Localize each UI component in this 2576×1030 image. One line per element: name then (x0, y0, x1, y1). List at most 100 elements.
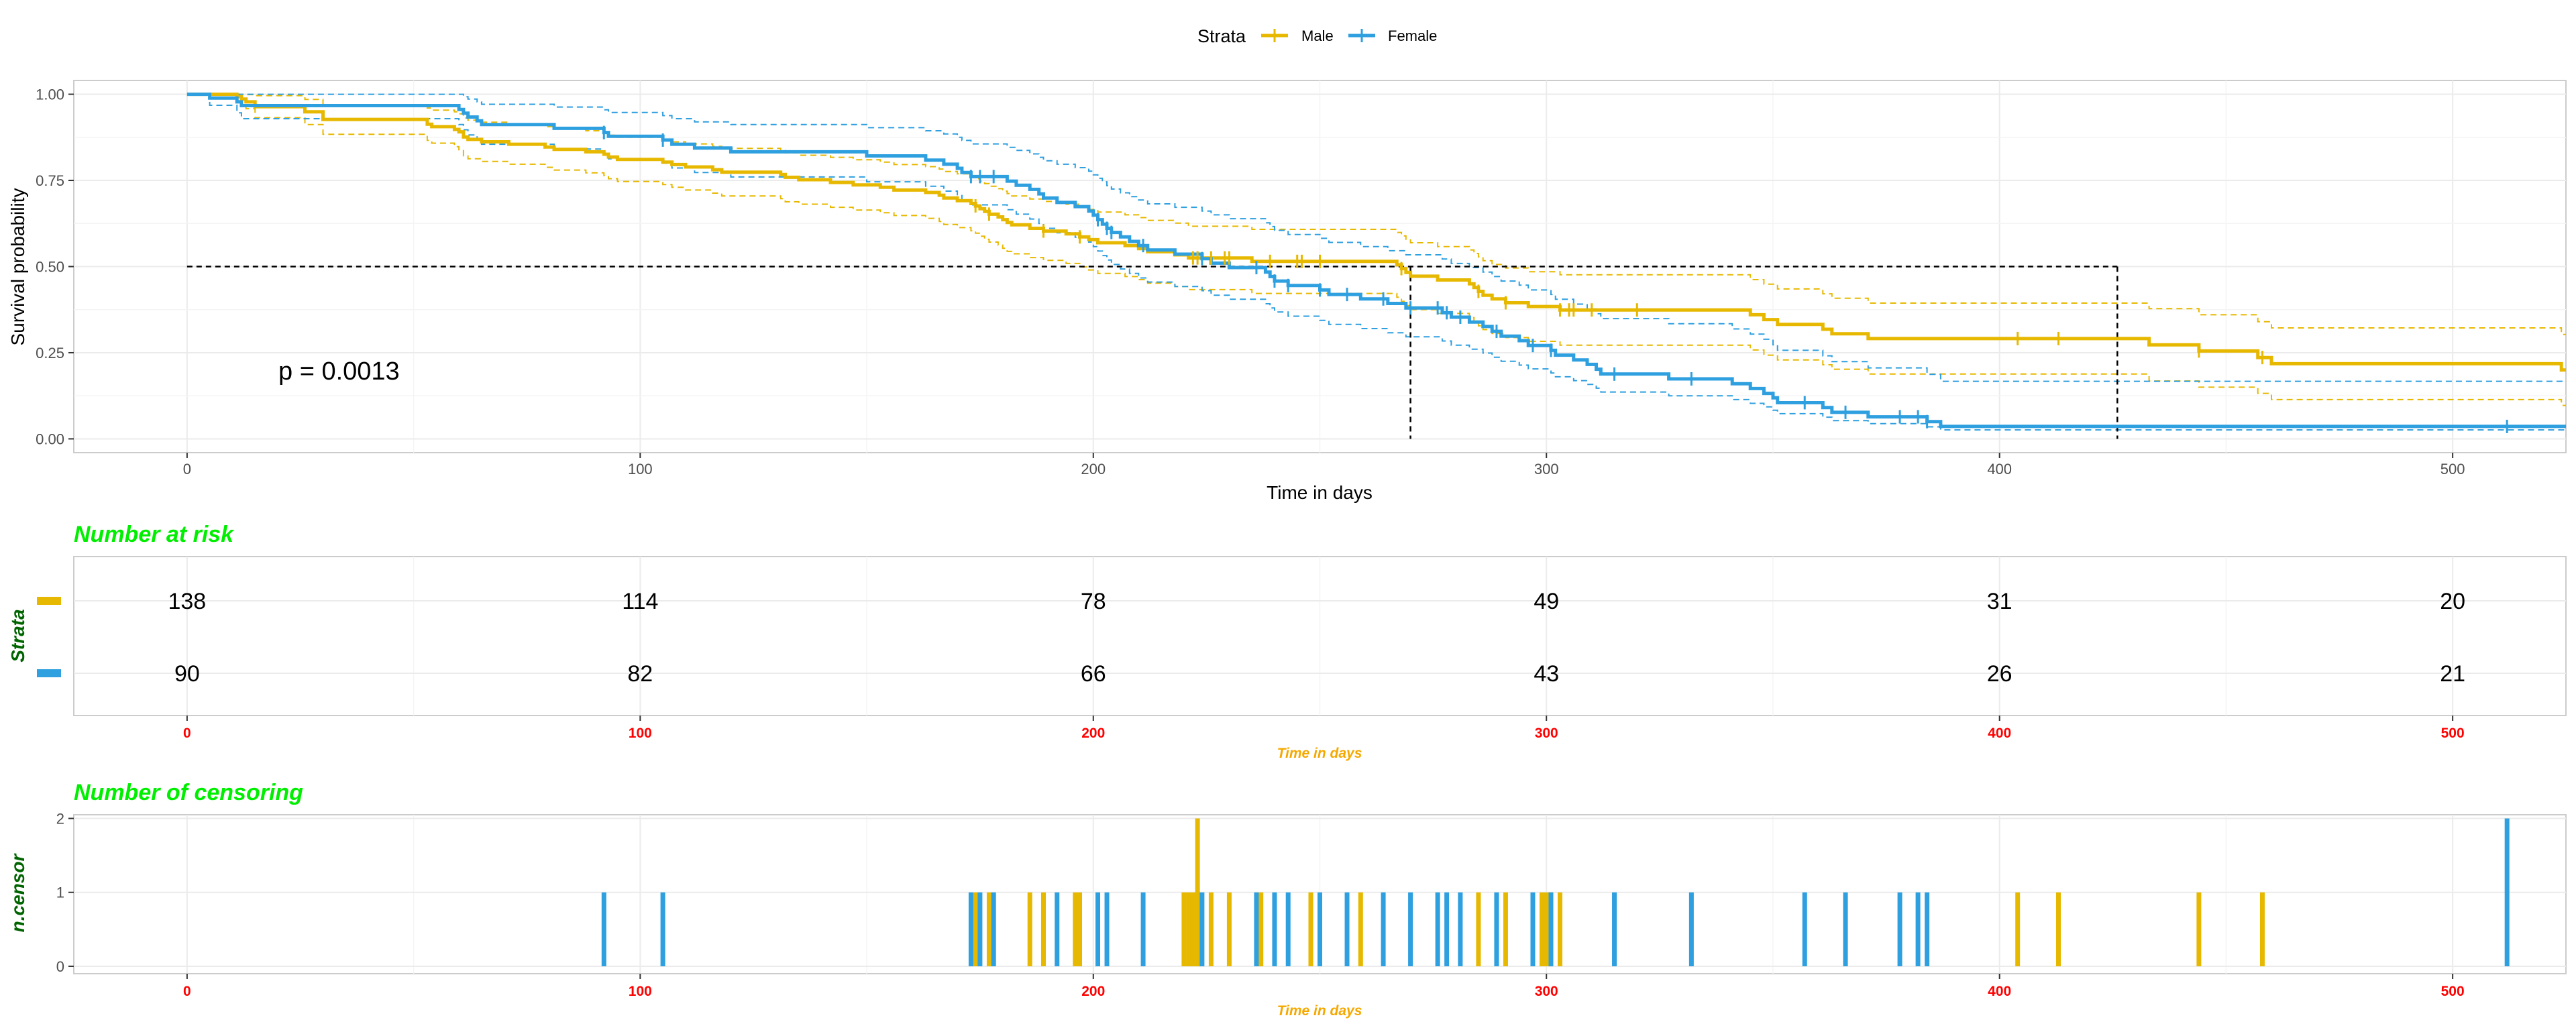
risk-x-tick-label: 200 (1081, 726, 1105, 741)
censoring-bar-female (1548, 892, 1554, 966)
risk-count-male: 31 (1987, 589, 2012, 614)
survival-x-tick-label: 300 (1534, 461, 1559, 477)
legend-item-female: Female (1348, 27, 1437, 44)
censoring-x-tick-label: 400 (1988, 984, 2011, 999)
risk-count-male: 78 (1081, 589, 1106, 614)
risk-strata-swatch-male (37, 597, 61, 605)
survival-x-tick-label: 100 (628, 461, 653, 477)
censoring-bar-female (1494, 892, 1499, 966)
censoring-y-tick-label: 1 (56, 884, 64, 901)
survival-x-axis-title: Time in days (1267, 482, 1373, 503)
risk-count-female: 66 (1081, 661, 1106, 687)
legend-title: Strata (1197, 26, 1246, 46)
censoring-bar-female (1444, 892, 1450, 966)
risk-table-panel: Number at risk 138 114 78 49 31 20 90 82 66 43 26 2… (7, 522, 2567, 761)
ci-lower-female (186, 93, 2566, 431)
survival-x-tick-label: 500 (2440, 461, 2465, 477)
survival-x-tick-label: 400 (1987, 461, 2012, 477)
censoring-bar-male (2196, 892, 2202, 966)
censoring-bar-female (1408, 892, 1413, 966)
risk-table-x-axis-title: Time in days (1277, 746, 1362, 761)
censoring-bar-female (1272, 892, 1277, 966)
survival-y-tick-label: 0.25 (36, 345, 64, 361)
survival-y-tick-label: 0.75 (36, 172, 64, 189)
censoring-x-axis-title: Time in days (1277, 1003, 1362, 1019)
survival-y-tick-label: 0.50 (36, 259, 64, 276)
censoring-bar-male (1503, 892, 1508, 966)
censoring-bar-female (1915, 892, 1921, 966)
censoring-bar-male (1208, 892, 1214, 966)
risk-count-male: 20 (2440, 589, 2465, 614)
risk-count-male: 49 (1534, 589, 1559, 614)
censoring-bar-male (2015, 892, 2021, 966)
censoring-y-tick-label: 2 (56, 811, 64, 827)
ci-lower-male (186, 93, 2566, 406)
censoring-bar-male (2055, 892, 2061, 966)
censoring-y-axis-title: n.censor (7, 853, 28, 933)
censoring-bar-male (2259, 892, 2265, 966)
risk-table-grid (74, 557, 2566, 716)
censoring-bar-female (1802, 892, 1807, 966)
risk-x-tick-label: 100 (629, 726, 652, 741)
censoring-bar-female (977, 892, 983, 966)
censoring-bars (601, 818, 2510, 966)
censoring-panel: Number of censoring 0 1 2 0 100 200 300 400 500… (7, 780, 2567, 1019)
risk-count-female: 26 (1987, 661, 2012, 687)
censoring-bar-male (1476, 892, 1481, 966)
censoring-bar-male (986, 892, 991, 966)
risk-count-male: 138 (168, 589, 206, 614)
censoring-bar-male (1226, 892, 1232, 966)
risk-x-tick-label: 0 (183, 726, 191, 741)
censoring-x-tick-label: 500 (2441, 984, 2465, 999)
censoring-x-ticks: 0 100 200 300 400 500 (183, 974, 2465, 999)
censoring-bar-male (1040, 892, 1046, 966)
censoring-bar-female (1897, 892, 1902, 966)
censoring-bar-female (1344, 892, 1350, 966)
median-survival-lines (186, 266, 2118, 439)
censoring-bar-female (1530, 892, 1536, 966)
censoring-bar-female (1925, 892, 1930, 966)
censoring-bar-male (1544, 892, 1549, 966)
risk-table-x-ticks: 0 100 200 300 400 500 (183, 716, 2465, 741)
survival-y-tick-label: 1.00 (36, 87, 64, 103)
risk-count-female: 43 (1534, 661, 1559, 687)
risk-table-y-axis-title: Strata (7, 609, 28, 662)
censoring-bar-male (1358, 892, 1363, 966)
risk-count-female: 90 (174, 661, 200, 687)
censoring-y-tick-label: 0 (56, 958, 64, 975)
risk-count-female: 21 (2440, 661, 2465, 687)
censoring-bar-male (1195, 818, 1200, 966)
risk-count-male: 114 (622, 589, 658, 614)
censoring-bar-female (1199, 892, 1205, 966)
legend-label-male: Male (1301, 27, 1334, 44)
censoring-title: Number of censoring (74, 780, 303, 805)
censoring-x-tick-label: 200 (1081, 984, 1105, 999)
censoring-bar-female (1285, 892, 1291, 966)
censoring-bar-female (968, 892, 973, 966)
legend-label-female: Female (1388, 27, 1437, 44)
risk-count-female: 82 (627, 661, 653, 687)
censoring-bar-male (1186, 892, 1191, 966)
survival-y-axis-title: Survival probability (7, 188, 28, 346)
censoring-bar-female (1318, 892, 1322, 966)
risk-x-tick-label: 400 (1988, 726, 2011, 741)
legend: Strata Male Female (1197, 26, 1437, 46)
survival-x-tick-label: 0 (183, 461, 191, 477)
censoring-bar-male (1258, 892, 1264, 966)
p-value-annotation: p = 0.0013 (278, 357, 400, 386)
risk-table-strata-swatches (37, 597, 61, 677)
censoring-y-ticks: 0 1 2 (56, 811, 74, 975)
survival-curve-female (186, 93, 2566, 428)
censoring-bar-female (1095, 892, 1101, 966)
censoring-bar-female (1254, 892, 1259, 966)
survival-x-tick-label: 200 (1081, 461, 1106, 477)
legend-item-male: Male (1261, 27, 1334, 44)
censoring-bar-female (1843, 892, 1848, 966)
survival-y-ticks: 0.00 0.25 0.50 0.75 1.00 (36, 87, 74, 447)
survival-x-ticks: 0 100 200 300 400 500 (183, 453, 2465, 477)
censoring-bar-male (1190, 892, 1195, 966)
risk-table-title: Number at risk (74, 522, 235, 547)
censoring-bar-male (1027, 892, 1032, 966)
censoring-bar-female (1381, 892, 1386, 966)
